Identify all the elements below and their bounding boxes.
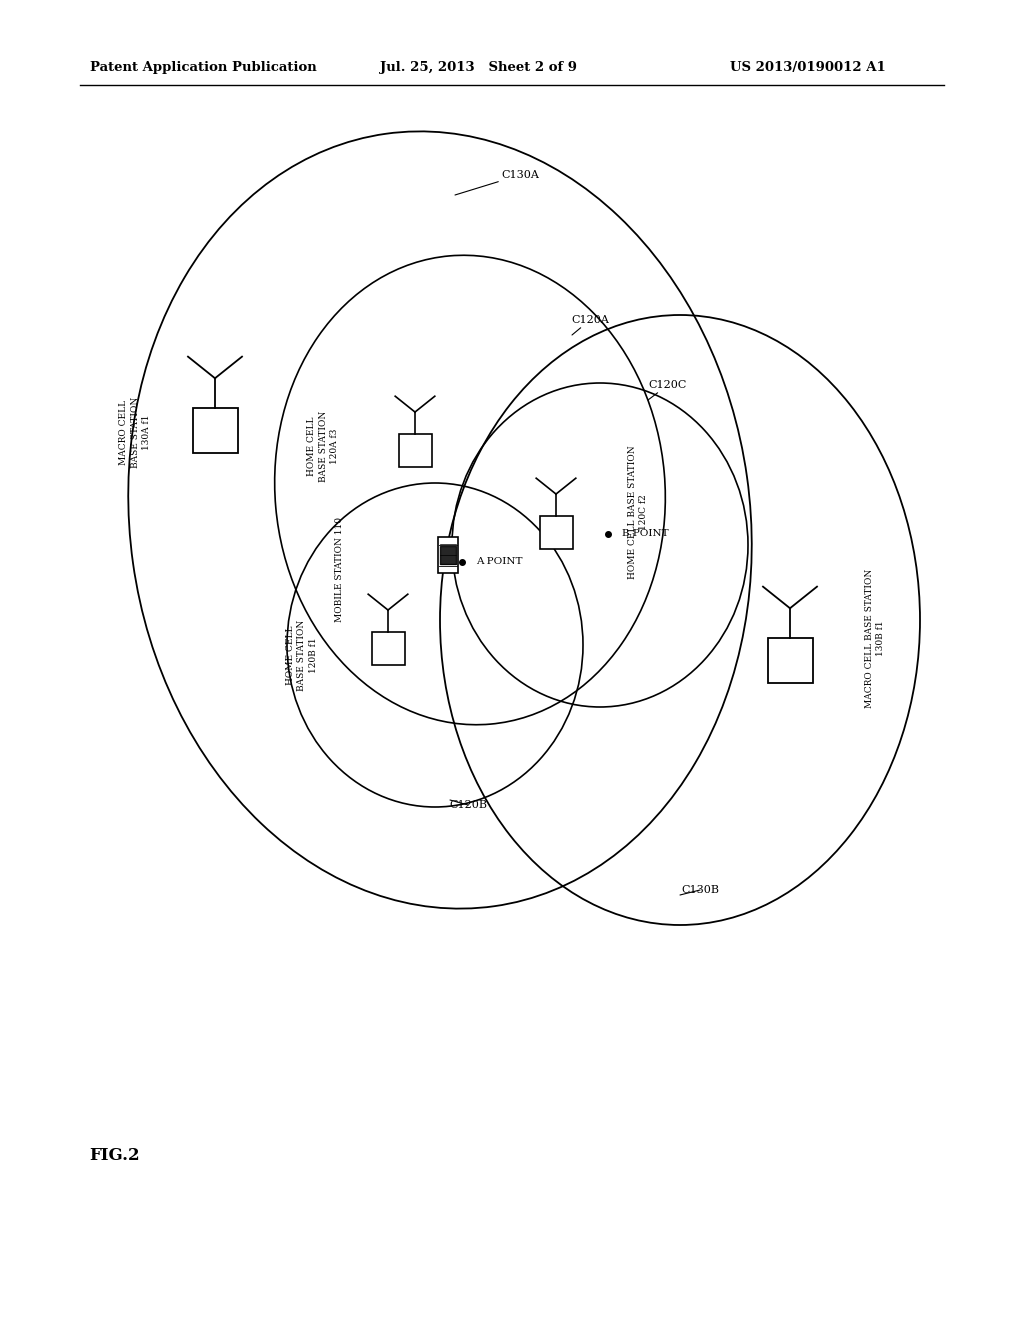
Text: B POINT: B POINT	[622, 529, 669, 539]
Text: US 2013/0190012 A1: US 2013/0190012 A1	[730, 62, 886, 74]
Text: C120B: C120B	[449, 800, 487, 810]
Bar	[193, 408, 238, 453]
Text: Jul. 25, 2013   Sheet 2 of 9: Jul. 25, 2013 Sheet 2 of 9	[380, 62, 577, 74]
Text: HOME CELL
BASE STATION
120B f1: HOME CELL BASE STATION 120B f1	[286, 619, 318, 690]
Text: HOME CELL
BASE STATION
120A f3: HOME CELL BASE STATION 120A f3	[307, 411, 339, 482]
Text: HOME CELL BASE STATION
120C f2: HOME CELL BASE STATION 120C f2	[628, 445, 648, 578]
Bar	[768, 638, 812, 682]
Bar	[372, 631, 404, 664]
Text: A POINT: A POINT	[476, 557, 522, 566]
Text: C130B: C130B	[680, 884, 719, 895]
Bar	[540, 516, 572, 549]
Bar	[398, 433, 431, 466]
Text: FIG.2: FIG.2	[90, 1147, 140, 1163]
Text: MACRO CELL BASE STATION
130B f1: MACRO CELL BASE STATION 130B f1	[864, 569, 886, 708]
Text: C120A: C120A	[571, 315, 609, 335]
Bar	[438, 537, 458, 573]
Text: Patent Application Publication: Patent Application Publication	[90, 62, 316, 74]
Text: MOBILE STATION 110: MOBILE STATION 110	[336, 517, 344, 623]
Text: C120C: C120C	[648, 380, 687, 400]
Text: MACRO CELL
BASE STATION
130A f1: MACRO CELL BASE STATION 130A f1	[119, 396, 152, 467]
Text: C130A: C130A	[455, 170, 539, 195]
Polygon shape	[440, 546, 456, 564]
